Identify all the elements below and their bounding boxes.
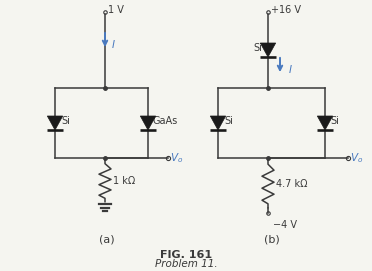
Text: (a): (a) <box>99 235 114 245</box>
Text: −4 V: −4 V <box>273 220 297 230</box>
Polygon shape <box>47 116 63 130</box>
Text: Si: Si <box>224 116 233 126</box>
Text: 1 kΩ: 1 kΩ <box>113 176 135 186</box>
Text: Si: Si <box>253 43 262 53</box>
Text: $V_o$: $V_o$ <box>350 151 363 165</box>
Text: $I$: $I$ <box>288 63 293 75</box>
Text: Si: Si <box>61 116 70 126</box>
Text: Problem 11.: Problem 11. <box>155 259 217 269</box>
Text: $V_o$: $V_o$ <box>170 151 183 165</box>
Text: Si: Si <box>330 116 339 126</box>
Polygon shape <box>210 116 226 130</box>
Text: 4.7 kΩ: 4.7 kΩ <box>276 179 308 189</box>
Text: GaAs: GaAs <box>153 116 178 126</box>
Text: 1 V: 1 V <box>108 5 124 15</box>
Polygon shape <box>140 116 156 130</box>
Polygon shape <box>260 43 276 57</box>
Text: FIG. 161: FIG. 161 <box>160 250 212 260</box>
Polygon shape <box>317 116 333 130</box>
Text: +16 V: +16 V <box>271 5 301 15</box>
Text: $I$: $I$ <box>111 38 116 50</box>
Text: (b): (b) <box>264 235 279 245</box>
